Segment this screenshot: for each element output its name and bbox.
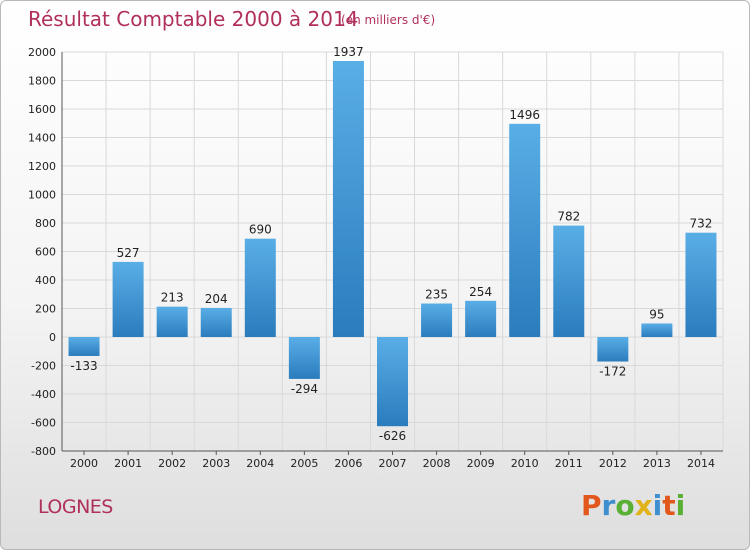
y-tick-label: -400 — [31, 388, 56, 401]
brand-letter: P — [581, 489, 602, 522]
x-tick-label: 2009 — [467, 457, 495, 470]
data-label: 732 — [690, 217, 713, 231]
axes: -800 -600 -400 -200 0 200 400 600 800 1000 1200 140… — [28, 46, 723, 470]
y-tick-label: 1800 — [28, 75, 56, 88]
y-tick-label: 200 — [35, 303, 56, 316]
data-label: -626 — [379, 429, 406, 443]
chart-subtitle: (en milliers d'€) — [341, 13, 436, 27]
x-tick-label: 2003 — [202, 457, 230, 470]
y-tick-label: 600 — [35, 246, 56, 259]
x-tick-label: 2014 — [687, 457, 715, 470]
x-tick-label: 2001 — [114, 457, 142, 470]
bar-2006 — [332, 60, 364, 337]
bar-2014 — [685, 232, 717, 337]
data-label: 254 — [469, 285, 492, 299]
brand-letter: i — [675, 489, 686, 522]
x-tick-label: 2007 — [379, 457, 407, 470]
y-tick-label: 0 — [49, 331, 56, 344]
brand-letter: x — [634, 489, 653, 522]
bar-2001 — [112, 261, 144, 337]
y-tick-label: 1000 — [28, 189, 56, 202]
bar-2000 — [68, 337, 100, 356]
chart-title: Résultat Comptable 2000 à 2014 — [28, 7, 359, 31]
y-tick-label: -800 — [31, 445, 56, 458]
data-label: 527 — [117, 246, 140, 260]
city-name: LOGNES — [38, 496, 113, 518]
y-tick-label: -600 — [31, 417, 56, 430]
bar-2011 — [553, 225, 585, 337]
x-tick-label: 2008 — [423, 457, 451, 470]
bar-2013 — [641, 323, 673, 337]
bars — [68, 60, 717, 427]
bar-2002 — [156, 306, 188, 337]
y-tick-label: 1400 — [28, 132, 56, 145]
brand-letter: o — [615, 489, 635, 522]
x-tick-label: 2002 — [158, 457, 186, 470]
bar-2012 — [597, 337, 629, 362]
y-tick-label: 1200 — [28, 160, 56, 173]
x-tick-label: 2013 — [643, 457, 671, 470]
data-label: 204 — [205, 292, 228, 306]
data-label: 95 — [649, 307, 664, 321]
data-label: 1937 — [333, 45, 364, 59]
data-label: 1496 — [509, 108, 540, 122]
y-tick-label: 2000 — [28, 46, 56, 59]
bar-2009 — [465, 300, 497, 337]
x-tick-label: 2010 — [511, 457, 539, 470]
bar-2005 — [288, 337, 320, 379]
data-label: 213 — [161, 291, 184, 305]
brand-logo: Proxiti — [581, 489, 685, 522]
x-tick-label: 2004 — [246, 457, 274, 470]
bar-2008 — [421, 303, 453, 337]
y-tick-label: -200 — [31, 360, 56, 373]
x-tick-label: 2011 — [555, 457, 583, 470]
x-tick-label: 2006 — [334, 457, 362, 470]
brand-letter: t — [662, 489, 676, 522]
data-label: -133 — [70, 359, 97, 373]
brand-letter: r — [601, 489, 616, 522]
brand-letter: i — [652, 489, 663, 522]
x-tick-label: 2005 — [290, 457, 318, 470]
bar-2003 — [200, 307, 232, 337]
data-label: 235 — [425, 288, 448, 302]
data-label: -172 — [599, 365, 626, 379]
data-labels: -133 527 213 204 690 -294 1937 -626 235 254 1496 78… — [70, 45, 712, 443]
y-tick-label: 800 — [35, 217, 56, 230]
x-tick-label: 2000 — [70, 457, 98, 470]
bar-2004 — [244, 238, 276, 337]
data-label: 782 — [557, 210, 580, 224]
x-tick-label: 2012 — [599, 457, 627, 470]
bar-2007 — [377, 337, 408, 427]
y-tick-label: 400 — [35, 274, 56, 287]
y-tick-label: 1600 — [28, 103, 56, 116]
data-label: 690 — [249, 223, 272, 237]
bar-2010 — [509, 123, 541, 337]
data-label: -294 — [291, 382, 318, 396]
